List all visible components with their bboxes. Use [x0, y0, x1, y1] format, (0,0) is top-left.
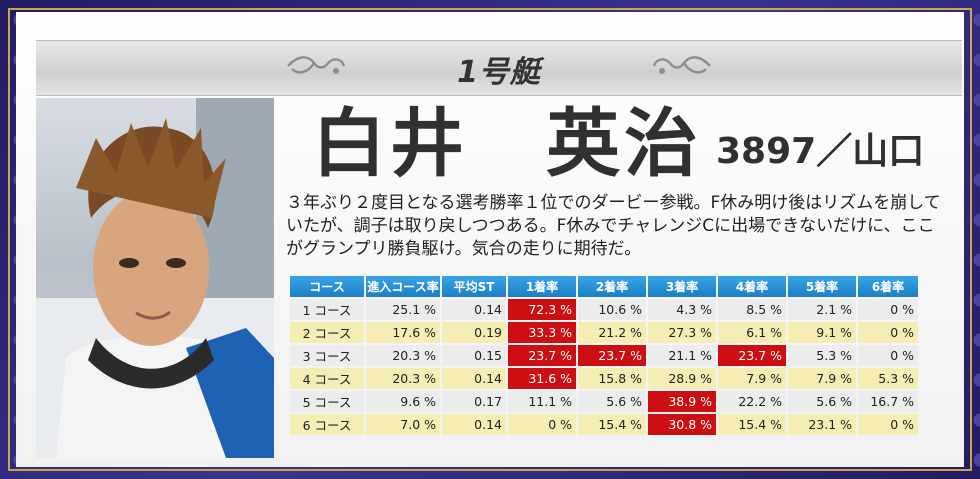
- stat-cell: 0.14: [442, 414, 506, 435]
- stat-cell: 15.4 %: [578, 414, 646, 435]
- stat-cell: 7.9 %: [788, 368, 856, 389]
- stat-cell: 8.5 %: [718, 299, 786, 320]
- course-label-cell: 1 コース: [290, 299, 364, 320]
- stat-cell: 5.6 %: [578, 391, 646, 412]
- stat-cell: 9.1 %: [788, 322, 856, 343]
- stat-cell: 0.14: [442, 299, 506, 320]
- stat-cell: 21.1 %: [648, 345, 716, 366]
- flourish-left-icon: [287, 56, 346, 74]
- stat-cell: 2.1 %: [788, 299, 856, 320]
- stat-cell: 38.9 %: [648, 391, 716, 412]
- stat-cell: 5.3 %: [858, 368, 918, 389]
- table-row: 4 コース 20.3 % 0.14 31.6 % 15.8 % 28.9 % 7.9 % 7.…: [290, 368, 918, 389]
- col-header: 進入コース率: [366, 276, 440, 297]
- stat-cell: 0 %: [858, 345, 918, 366]
- col-header: 1着率: [508, 276, 576, 297]
- table-row: 2 コース 17.6 % 0.19 33.3 % 21.2 % 27.3 % 6.1 % 9.…: [290, 322, 918, 343]
- stat-cell: 23.1 %: [788, 414, 856, 435]
- racer-registration: 3897／山口: [716, 131, 925, 172]
- course-label-cell: 6 コース: [290, 414, 364, 435]
- stat-cell: 0 %: [508, 414, 576, 435]
- stat-cell: 20.3 %: [366, 345, 440, 366]
- boat-number-banner: 1号艇: [36, 40, 962, 96]
- col-header: 3着率: [648, 276, 716, 297]
- table-row: 6 コース 7.0 % 0.14 0 % 15.4 % 30.8 % 15.4 % 23.1 …: [290, 414, 918, 435]
- col-header: 5着率: [788, 276, 856, 297]
- stat-cell: 23.7 %: [718, 345, 786, 366]
- stat-cell: 6.1 %: [718, 322, 786, 343]
- racer-name: 白井 英治: [312, 101, 702, 187]
- course-label-cell: 2 コース: [290, 322, 364, 343]
- stat-cell: 0.14: [442, 368, 506, 389]
- stat-cell: 0.15: [442, 345, 506, 366]
- course-label-cell: 4 コース: [290, 368, 364, 389]
- stat-cell: 23.7 %: [508, 345, 576, 366]
- col-header: コース: [290, 276, 364, 297]
- stat-cell: 0 %: [858, 299, 918, 320]
- course-label-cell: 3 コース: [290, 345, 364, 366]
- stat-cell: 15.4 %: [718, 414, 786, 435]
- table-row: 1 コース 25.1 % 0.14 72.3 % 10.6 % 4.3 % 8.5 % 2.1…: [290, 299, 918, 320]
- stat-cell: 33.3 %: [508, 322, 576, 343]
- stat-cell: 21.2 %: [578, 322, 646, 343]
- course-stats-table: コース 進入コース率 平均ST 1着率 2着率 3着率 4着率 5着率 6着率 …: [288, 274, 920, 437]
- table-row: 5 コース 9.6 % 0.17 11.1 % 5.6 % 38.9 % 22.2 % 5.6…: [290, 391, 918, 412]
- stat-cell: 72.3 %: [508, 299, 576, 320]
- stat-cell: 7.0 %: [366, 414, 440, 435]
- table-header-row: コース 進入コース率 平均ST 1着率 2着率 3着率 4着率 5着率 6着率: [290, 276, 918, 297]
- col-header: 4着率: [718, 276, 786, 297]
- stat-cell: 7.9 %: [718, 368, 786, 389]
- flourish-right-icon: [652, 56, 711, 74]
- racer-photo: [36, 98, 274, 458]
- stat-cell: 30.8 %: [648, 414, 716, 435]
- stat-cell: 9.6 %: [366, 391, 440, 412]
- stat-cell: 22.2 %: [718, 391, 786, 412]
- stat-cell: 5.3 %: [788, 345, 856, 366]
- table-row: 3 コース 20.3 % 0.15 23.7 % 23.7 % 21.1 % 23.7 % 5…: [290, 345, 918, 366]
- stat-cell: 0.17: [442, 391, 506, 412]
- stat-cell: 4.3 %: [648, 299, 716, 320]
- stat-cell: 10.6 %: [578, 299, 646, 320]
- stat-cell: 31.6 %: [508, 368, 576, 389]
- stat-cell: 17.6 %: [366, 322, 440, 343]
- racer-card: 1号艇 白井 英治 3897／山口 ３年ぶり２度目となる選考勝率１位でのダービー…: [16, 12, 964, 467]
- stat-cell: 15.8 %: [578, 368, 646, 389]
- gold-border: [8, 8, 972, 471]
- col-header: 平均ST: [442, 276, 506, 297]
- stat-cell: 27.3 %: [648, 322, 716, 343]
- stat-cell: 0.19: [442, 322, 506, 343]
- stat-cell: 25.1 %: [366, 299, 440, 320]
- boat-number-title: 1号艇: [457, 55, 541, 90]
- racer-comment: ３年ぶり２度目となる選考勝率１位でのダービー参戦。F休み明け後はリズムを崩してい…: [286, 193, 941, 259]
- stat-cell: 23.7 %: [578, 345, 646, 366]
- stat-cell: 20.3 %: [366, 368, 440, 389]
- stat-cell: 0 %: [858, 414, 918, 435]
- col-header: 2着率: [578, 276, 646, 297]
- stat-cell: 28.9 %: [648, 368, 716, 389]
- course-label-cell: 5 コース: [290, 391, 364, 412]
- stat-cell: 11.1 %: [508, 391, 576, 412]
- stat-cell: 0 %: [858, 322, 918, 343]
- col-header: 6着率: [858, 276, 918, 297]
- stat-cell: 5.6 %: [788, 391, 856, 412]
- stat-cell: 16.7 %: [858, 391, 918, 412]
